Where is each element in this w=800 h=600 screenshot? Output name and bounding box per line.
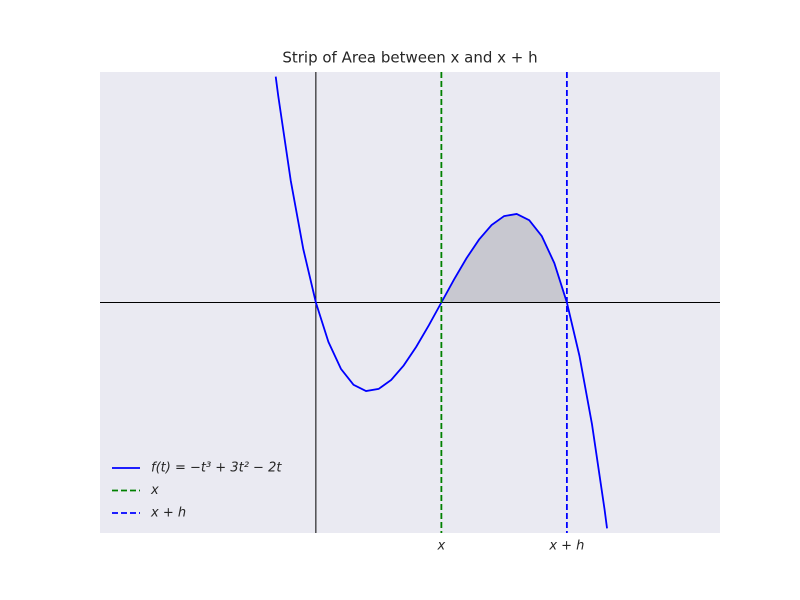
- chart-title: Strip of Area between x and x + h: [282, 49, 537, 67]
- x-tick-label: x + h: [548, 539, 584, 554]
- x-tick-label: x: [437, 539, 446, 554]
- area-strip: [441, 213, 567, 303]
- legend-label: f(t) = −t³ + 3t² − 2t: [151, 461, 282, 476]
- legend-label: x + h: [150, 506, 186, 521]
- legend-label: x: [150, 483, 159, 498]
